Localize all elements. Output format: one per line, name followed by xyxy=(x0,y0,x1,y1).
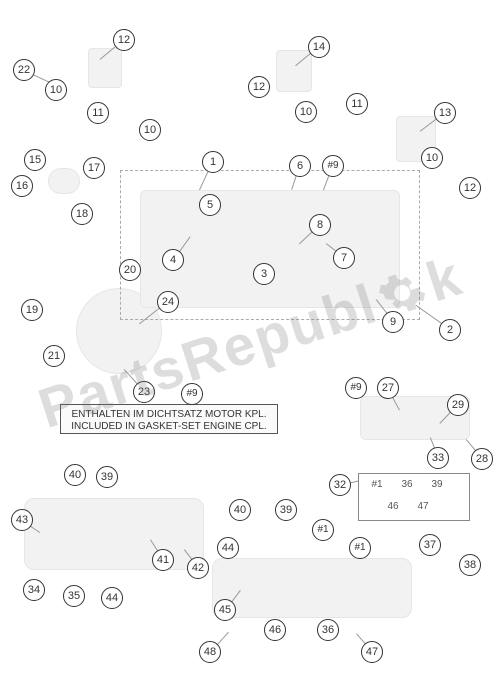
callout-47[interactable]: 47 xyxy=(361,641,383,663)
callout-10[interactable]: 10 xyxy=(421,147,443,169)
callout-46[interactable]: 46 xyxy=(264,619,286,641)
kit-cell: 39 xyxy=(427,478,447,492)
callout-43[interactable]: 43 xyxy=(11,509,33,531)
callout-13[interactable]: 13 xyxy=(434,102,456,124)
kit-cell: 46 xyxy=(383,500,403,514)
callout-41[interactable]: 41 xyxy=(152,549,174,571)
callout-16[interactable]: 16 xyxy=(11,175,33,197)
callout-23[interactable]: 23 xyxy=(133,381,155,403)
callout-hash9[interactable]: #9 xyxy=(345,377,367,399)
callout-29[interactable]: 29 xyxy=(447,394,469,416)
callout-44[interactable]: 44 xyxy=(101,587,123,609)
callout-37[interactable]: 37 xyxy=(419,534,441,556)
kit-ref-box: #1 36 39 46 47 xyxy=(358,473,470,521)
note-line-1: ENTHALTEN IM DICHTSATZ MOTOR KPL. xyxy=(67,409,271,421)
kit-cell: 36 xyxy=(397,478,417,492)
callout-35[interactable]: 35 xyxy=(63,585,85,607)
callout-45[interactable]: 45 xyxy=(214,599,236,621)
callout-12[interactable]: 12 xyxy=(248,76,270,98)
callout-40[interactable]: 40 xyxy=(229,499,251,521)
watermark-text-right: k xyxy=(419,243,470,313)
callout-7[interactable]: 7 xyxy=(333,247,355,269)
callout-hash1[interactable]: #1 xyxy=(312,519,334,541)
callout-42[interactable]: 42 xyxy=(187,557,209,579)
callout-28[interactable]: 28 xyxy=(471,448,493,470)
callout-48[interactable]: 48 xyxy=(199,641,221,663)
callout-18[interactable]: 18 xyxy=(71,203,93,225)
callout-22[interactable]: 22 xyxy=(13,59,35,81)
callout-hash1[interactable]: #1 xyxy=(349,537,371,559)
kit-cell: 47 xyxy=(413,500,433,514)
callout-2[interactable]: 2 xyxy=(439,319,461,341)
callout-20[interactable]: 20 xyxy=(119,259,141,281)
note-line-2: INCLUDED IN GASKET-SET ENGINE CPL. xyxy=(67,421,271,433)
art-block xyxy=(24,498,204,570)
callout-44[interactable]: 44 xyxy=(217,537,239,559)
callout-17[interactable]: 17 xyxy=(83,157,105,179)
callout-32[interactable]: 32 xyxy=(329,474,351,496)
callout-24[interactable]: 24 xyxy=(157,291,179,313)
callout-9[interactable]: 9 xyxy=(382,311,404,333)
callout-6[interactable]: 6 xyxy=(289,155,311,177)
callout-hash9[interactable]: #9 xyxy=(322,155,344,177)
callout-21[interactable]: 21 xyxy=(43,345,65,367)
callout-14[interactable]: 14 xyxy=(308,36,330,58)
callout-11[interactable]: 11 xyxy=(87,102,109,124)
callout-40[interactable]: 40 xyxy=(64,464,86,486)
callout-8[interactable]: 8 xyxy=(309,214,331,236)
callout-5[interactable]: 5 xyxy=(199,194,221,216)
gasket-note-box: ENTHALTEN IM DICHTSATZ MOTOR KPL. INCLUD… xyxy=(60,404,278,434)
callout-hash9[interactable]: #9 xyxy=(181,383,203,405)
art-block xyxy=(48,168,80,194)
callout-33[interactable]: 33 xyxy=(427,447,449,469)
callout-15[interactable]: 15 xyxy=(24,149,46,171)
diagram-stage: #1 36 39 46 47 ENTHALTEN IM DICHTSATZ MO… xyxy=(0,0,502,687)
callout-10[interactable]: 10 xyxy=(45,79,67,101)
kit-cell: #1 xyxy=(367,478,387,492)
callout-34[interactable]: 34 xyxy=(23,579,45,601)
callout-1[interactable]: 1 xyxy=(202,151,224,173)
callout-38[interactable]: 38 xyxy=(459,554,481,576)
callout-12[interactable]: 12 xyxy=(459,177,481,199)
callout-11[interactable]: 11 xyxy=(346,93,368,115)
callout-27[interactable]: 27 xyxy=(377,377,399,399)
callout-10[interactable]: 10 xyxy=(295,101,317,123)
callout-12[interactable]: 12 xyxy=(113,29,135,51)
callout-4[interactable]: 4 xyxy=(162,249,184,271)
callout-10[interactable]: 10 xyxy=(139,119,161,141)
callout-39[interactable]: 39 xyxy=(96,466,118,488)
callout-36[interactable]: 36 xyxy=(317,619,339,641)
art-block xyxy=(212,558,412,618)
callout-39[interactable]: 39 xyxy=(275,499,297,521)
callout-3[interactable]: 3 xyxy=(253,263,275,285)
callout-19[interactable]: 19 xyxy=(21,299,43,321)
